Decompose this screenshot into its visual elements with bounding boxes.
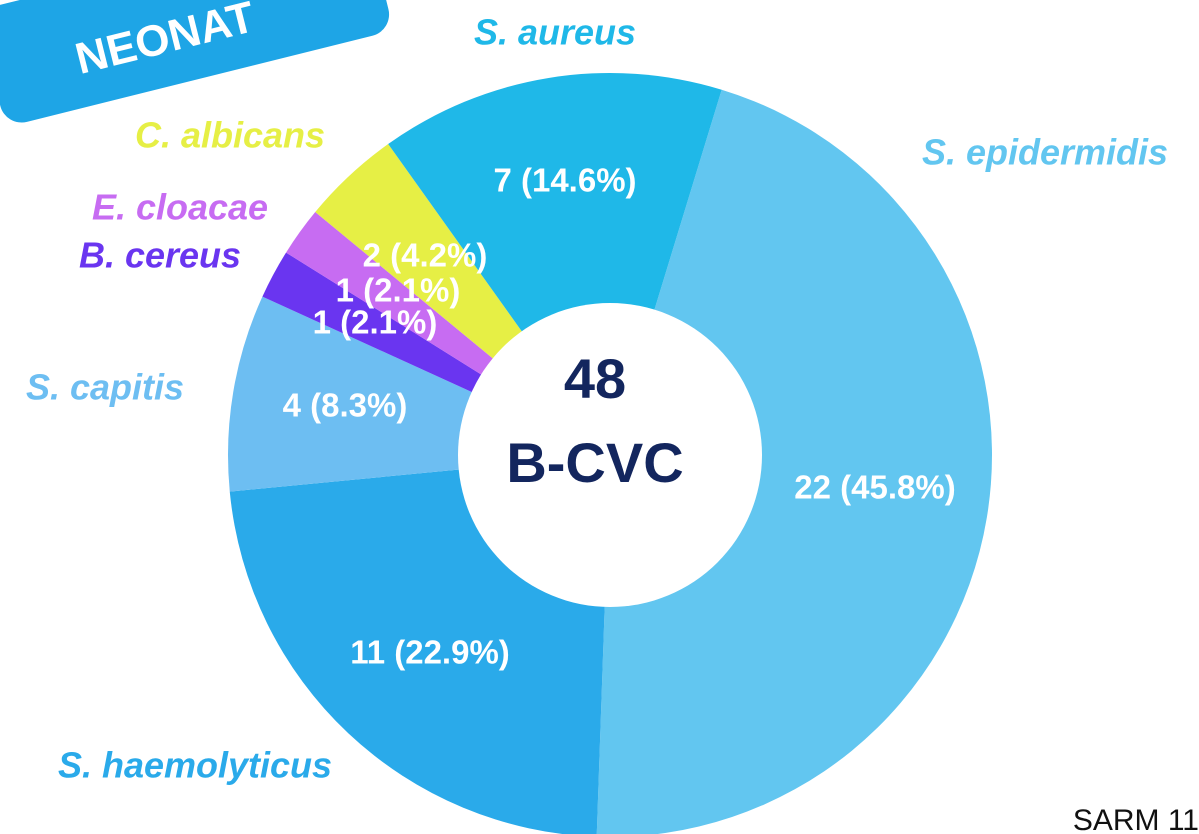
category-label: S. capitis (26, 367, 184, 408)
value-label: 1 (2.1%) (336, 272, 461, 309)
value-label: 11 (22.9%) (350, 634, 510, 671)
category-label: E. cloacae (92, 187, 268, 228)
donut-hole (458, 303, 762, 607)
badge: NEONAT (0, 0, 390, 123)
value-label: 1 (2.1%) (313, 304, 438, 341)
category-label: S. aureus (474, 12, 636, 53)
center-label: B-CVC (506, 431, 683, 494)
value-label: 4 (8.3%) (283, 387, 408, 424)
center-value: 48 (564, 347, 626, 410)
category-label: S. epidermidis (922, 132, 1168, 173)
category-label: B. cereus (79, 235, 241, 276)
value-label: 2 (4.2%) (363, 237, 488, 274)
value-label: 22 (45.8%) (794, 469, 955, 506)
category-label: C. albicans (135, 115, 325, 156)
badge-background (0, 0, 390, 123)
category-label: S. haemolyticus (58, 745, 332, 786)
slice (596, 89, 992, 834)
footnote: SARM 11 (1073, 804, 1199, 834)
value-label: 7 (14.6%) (493, 162, 636, 199)
